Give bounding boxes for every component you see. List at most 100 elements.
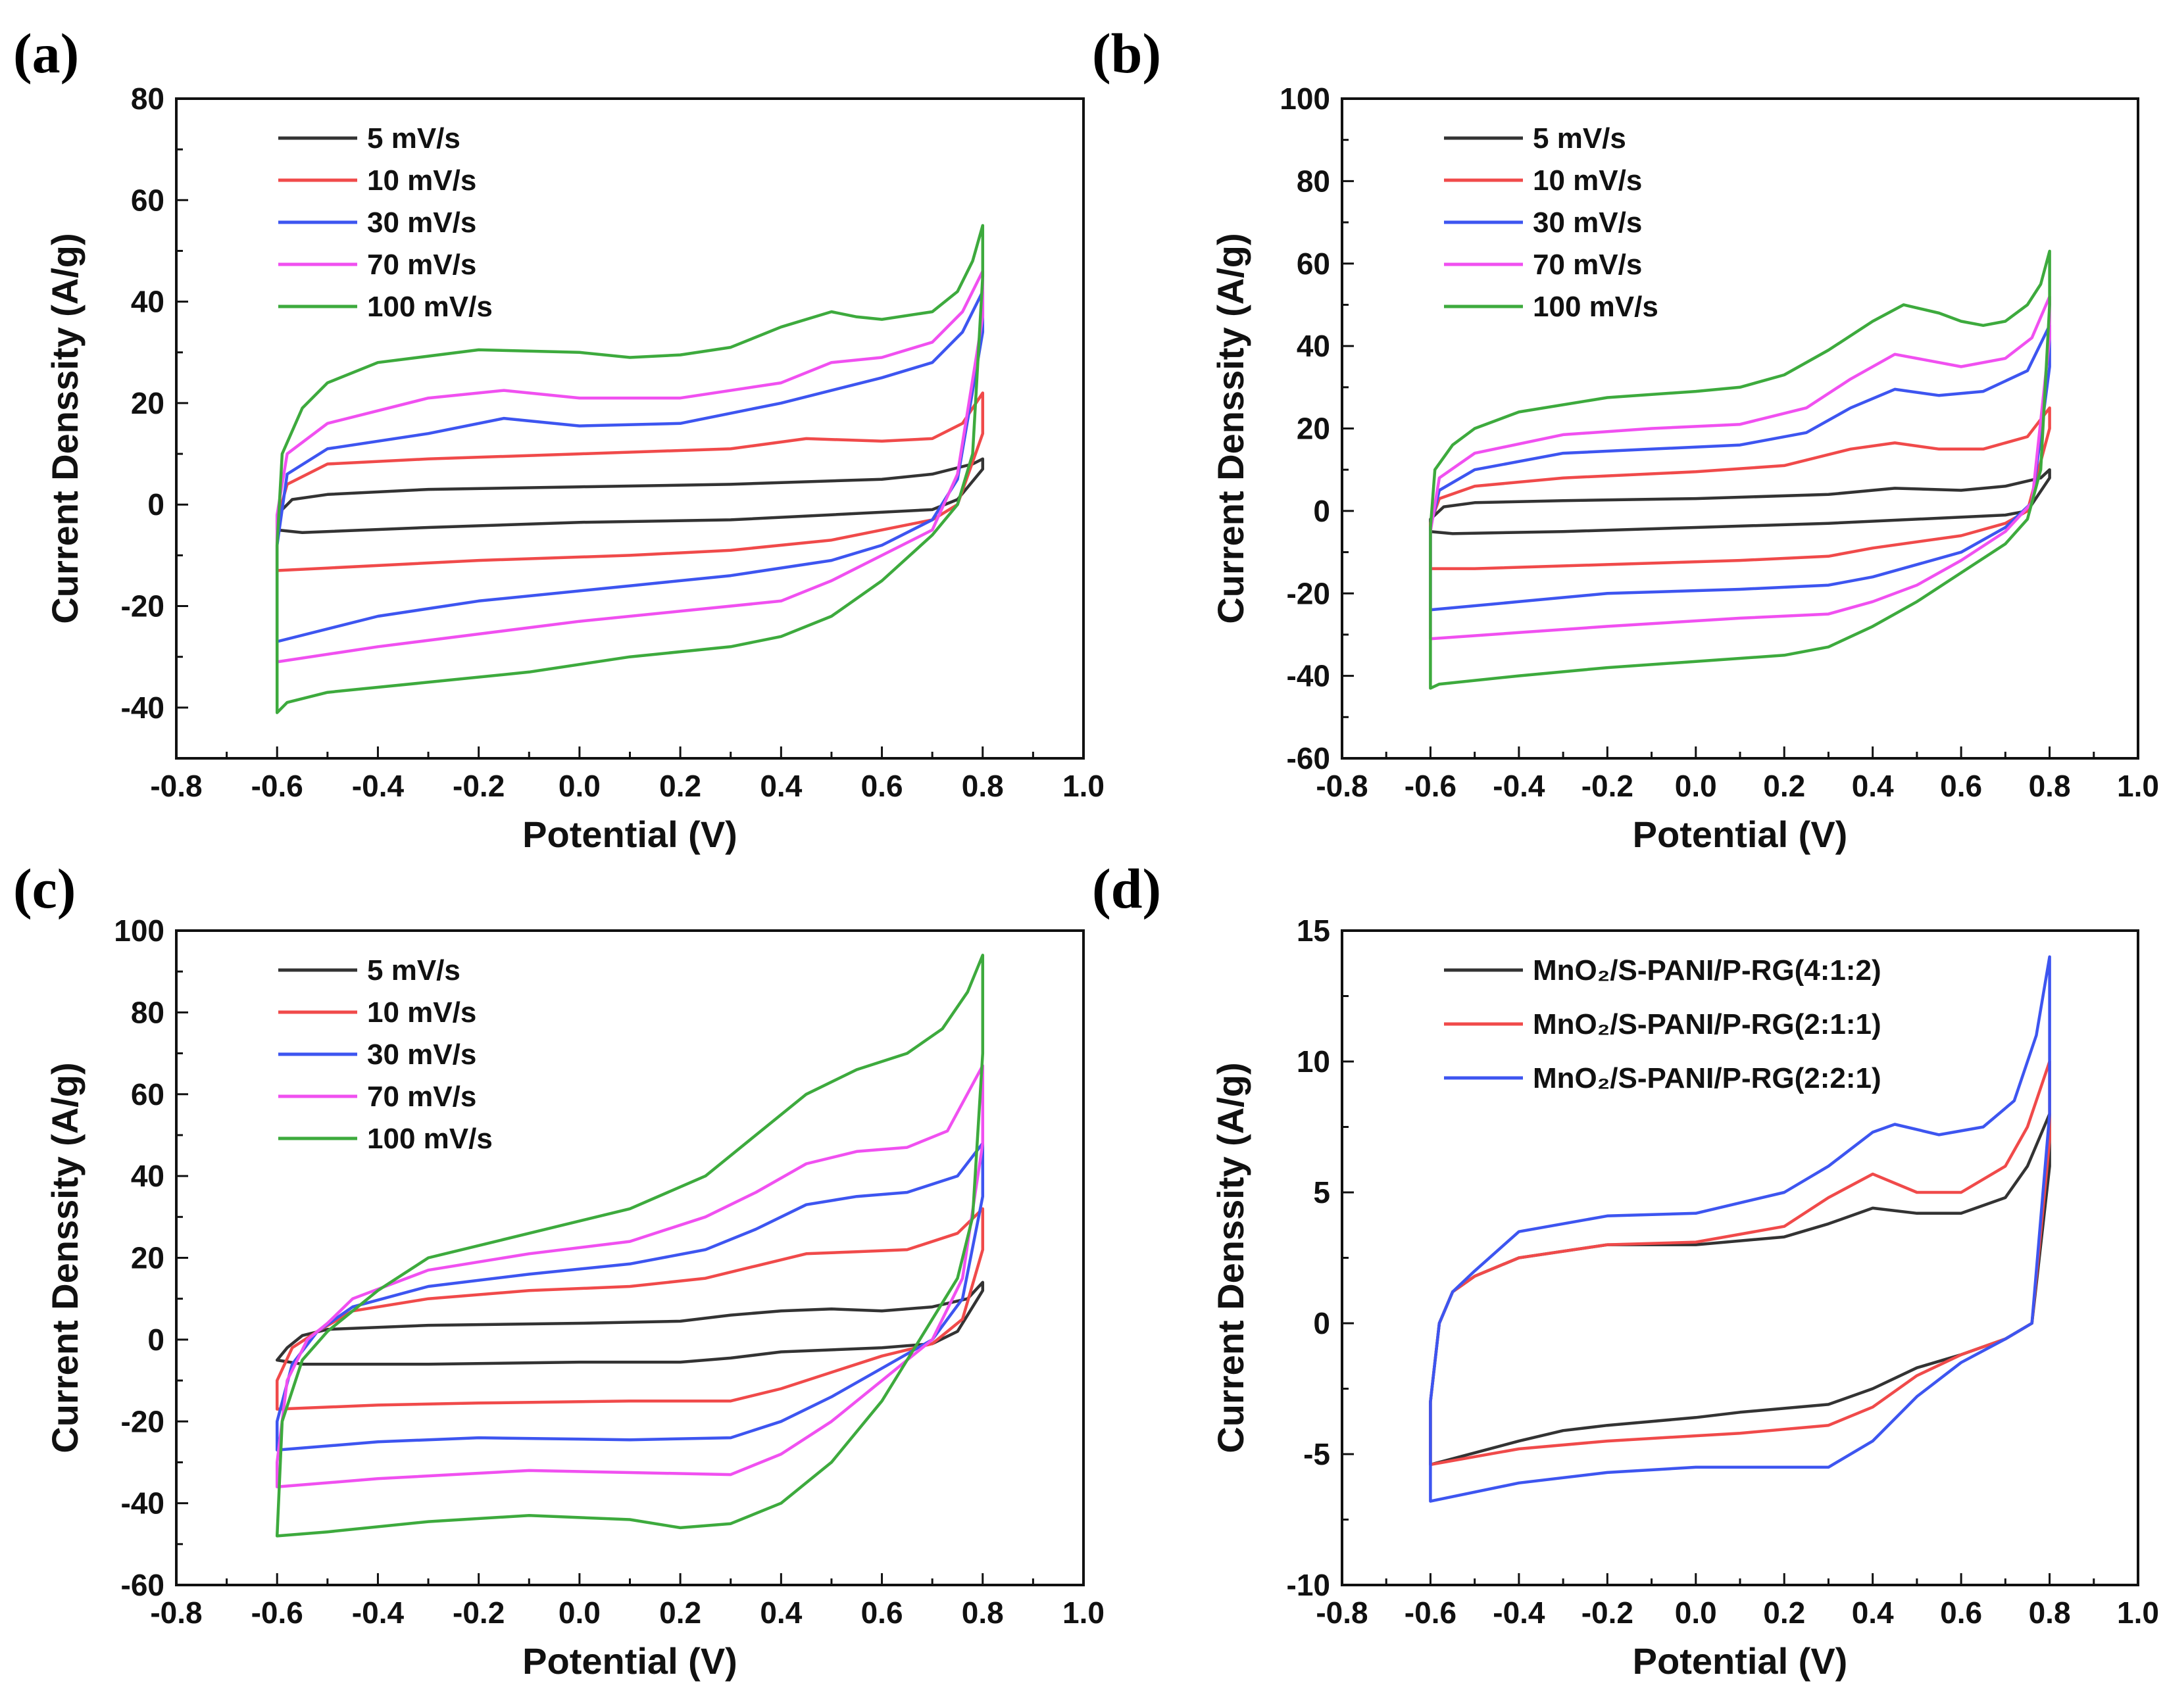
panel-letter: (a) bbox=[13, 22, 79, 85]
series-line bbox=[275, 270, 985, 664]
x-tick-label: -0.6 bbox=[251, 769, 303, 803]
series-line bbox=[1429, 295, 2051, 641]
series-line bbox=[1429, 1112, 2051, 1467]
x-tick-label: 0.2 bbox=[659, 1596, 701, 1630]
y-axis-label: Current Denssity (A/g) bbox=[1210, 233, 1251, 623]
legend-label: 5 mV/s bbox=[1533, 122, 1626, 155]
x-tick-label: 0.8 bbox=[2029, 1596, 2071, 1630]
y-tick-label: 100 bbox=[1280, 82, 1330, 116]
y-tick-label: 0 bbox=[1313, 494, 1330, 528]
series-line bbox=[275, 224, 985, 714]
y-axis-label: Current Denssity (A/g) bbox=[1210, 1062, 1251, 1453]
y-tick-label: 80 bbox=[131, 82, 164, 116]
series-line bbox=[275, 1142, 985, 1452]
x-tick-label: -0.8 bbox=[150, 769, 202, 803]
x-tick-label: 0.8 bbox=[962, 1596, 1004, 1630]
legend-label: MnO₂/S-PANI/P-RG(2:2:1) bbox=[1533, 1062, 1881, 1094]
x-tick-label: -0.6 bbox=[1405, 1596, 1456, 1630]
x-tick-label: -0.6 bbox=[1405, 769, 1456, 803]
y-tick-label: -20 bbox=[121, 1404, 164, 1438]
legend-label: 5 mV/s bbox=[367, 122, 460, 155]
y-tick-label: 60 bbox=[131, 183, 164, 217]
legend-label: 70 mV/s bbox=[367, 249, 476, 281]
x-axis-label: Potential (V) bbox=[522, 814, 737, 855]
series-line bbox=[275, 289, 985, 643]
x-tick-label: 0.4 bbox=[760, 769, 802, 803]
x-tick-label: 0.2 bbox=[1763, 769, 1805, 803]
y-tick-label: -20 bbox=[1287, 576, 1330, 610]
series-line bbox=[275, 391, 985, 572]
legend-label: 100 mV/s bbox=[367, 1123, 493, 1155]
x-tick-label: 0.4 bbox=[1852, 1596, 1894, 1630]
x-tick-label: -0.2 bbox=[453, 769, 505, 803]
y-tick-label: 20 bbox=[1297, 412, 1330, 446]
y-tick-label: 60 bbox=[131, 1077, 164, 1111]
y-tick-label: -40 bbox=[1287, 659, 1330, 693]
legend-label: 30 mV/s bbox=[1533, 207, 1642, 239]
y-tick-label: -20 bbox=[121, 589, 164, 623]
x-tick-label: -0.8 bbox=[150, 1596, 202, 1630]
y-tick-label: 40 bbox=[131, 285, 164, 319]
series-line bbox=[1429, 955, 2051, 1503]
x-tick-label: 0.0 bbox=[1675, 769, 1717, 803]
y-tick-label: 100 bbox=[114, 914, 164, 948]
y-tick-label: 5 bbox=[1313, 1175, 1330, 1209]
x-tick-label: 0.0 bbox=[559, 769, 601, 803]
y-tick-label: -10 bbox=[1287, 1568, 1330, 1602]
x-tick-label: -0.2 bbox=[1581, 1596, 1633, 1630]
x-tick-label: 1.0 bbox=[1062, 769, 1105, 803]
series-line bbox=[275, 954, 985, 1538]
legend-label: 30 mV/s bbox=[367, 207, 476, 239]
x-tick-label: 0.0 bbox=[559, 1596, 601, 1630]
legend-label: 70 mV/s bbox=[1533, 249, 1642, 281]
x-tick-label: 1.0 bbox=[1062, 1596, 1105, 1630]
panel-letter: (d) bbox=[1092, 857, 1161, 920]
x-tick-label: 1.0 bbox=[2117, 769, 2159, 803]
x-tick-label: 0.4 bbox=[760, 1596, 802, 1630]
y-tick-label: -40 bbox=[121, 691, 164, 725]
y-tick-label: 10 bbox=[1297, 1044, 1330, 1079]
plot-frame bbox=[175, 97, 1085, 760]
x-tick-label: 0.6 bbox=[1940, 769, 1982, 803]
y-tick-label: 80 bbox=[1297, 164, 1330, 198]
x-tick-label: 0.4 bbox=[1852, 769, 1894, 803]
legend-label: MnO₂/S-PANI/P-RG(4:1:2) bbox=[1533, 954, 1881, 987]
y-tick-label: 0 bbox=[1313, 1306, 1330, 1340]
y-tick-label: 20 bbox=[131, 1241, 164, 1275]
plot-frame bbox=[175, 929, 1085, 1586]
panel-0: (a) -0.8 -0.6 -0.4 -0.2 0.0 0.2 0.4 0.6 0.8 1.0 -40… bbox=[13, 22, 1105, 855]
panel-1: (b) -0.8 -0.6 -0.4 -0.2 0.0 0.2 0.4 0.6 0.8 1.0 -60… bbox=[1092, 22, 2159, 855]
y-tick-label: -60 bbox=[1287, 741, 1330, 775]
x-tick-label: -0.2 bbox=[453, 1596, 505, 1630]
series-line bbox=[275, 1207, 985, 1411]
series-line bbox=[1429, 249, 2051, 690]
panel-3: (d) -0.8 -0.6 -0.4 -0.2 0.0 0.2 0.4 0.6 0.8 1.0 -10… bbox=[1092, 857, 2159, 1682]
y-axis-label: Current Denssity (A/g) bbox=[44, 1062, 86, 1453]
x-tick-label: 0.8 bbox=[962, 769, 1004, 803]
x-tick-label: 0.8 bbox=[2029, 769, 2071, 803]
legend-label: 10 mV/s bbox=[367, 164, 476, 197]
y-tick-label: 0 bbox=[147, 1323, 164, 1357]
y-tick-label: 40 bbox=[1297, 329, 1330, 363]
x-tick-label: 0.6 bbox=[861, 1596, 903, 1630]
legend-label: 100 mV/s bbox=[1533, 291, 1658, 323]
panel-2: (c) -0.8 -0.6 -0.4 -0.2 0.0 0.2 0.4 0.6 0.8 1.0 -60… bbox=[13, 857, 1105, 1682]
x-tick-label: -0.6 bbox=[251, 1596, 303, 1630]
series-line bbox=[275, 457, 985, 534]
legend-label: 100 mV/s bbox=[367, 291, 493, 323]
x-tick-label: 0.2 bbox=[1763, 1596, 1805, 1630]
y-tick-label: 0 bbox=[147, 487, 164, 522]
x-tick-label: -0.4 bbox=[352, 769, 405, 803]
y-tick-label: 15 bbox=[1297, 914, 1330, 948]
series-line bbox=[1429, 468, 2051, 535]
legend-label: 30 mV/s bbox=[367, 1038, 476, 1071]
x-axis-label: Potential (V) bbox=[522, 1640, 737, 1682]
y-tick-label: -5 bbox=[1303, 1437, 1330, 1471]
y-tick-label: -60 bbox=[121, 1568, 164, 1602]
x-tick-label: -0.8 bbox=[1316, 769, 1368, 803]
x-axis-label: Potential (V) bbox=[1633, 1640, 1848, 1682]
x-tick-label: -0.4 bbox=[1493, 1596, 1545, 1630]
y-tick-label: 40 bbox=[131, 1159, 164, 1193]
x-tick-label: 0.6 bbox=[861, 769, 903, 803]
